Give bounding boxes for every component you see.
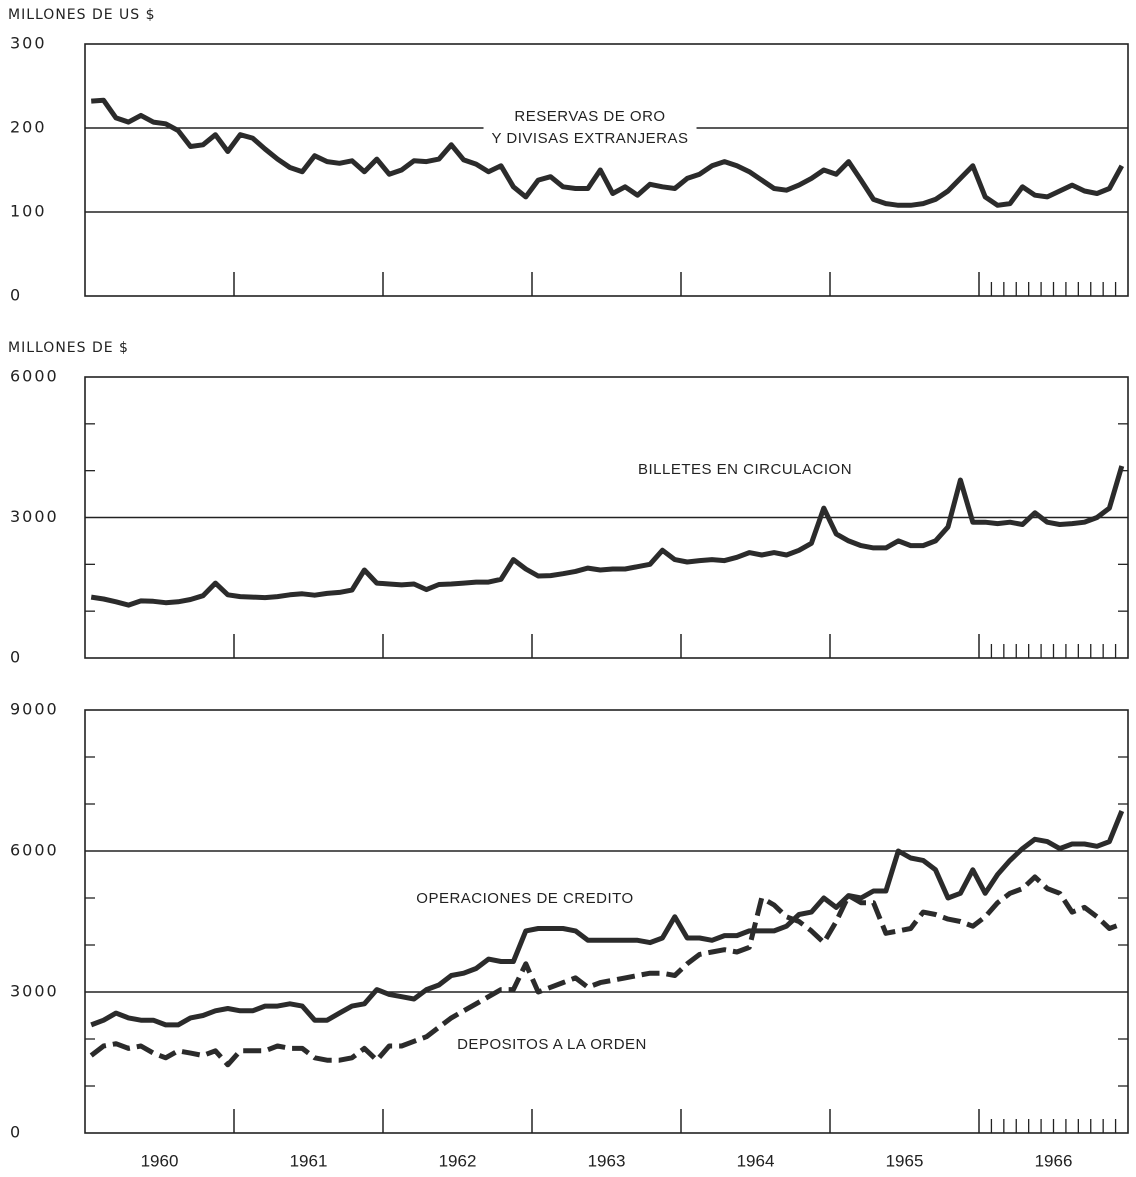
x-tick-label: 1961 <box>290 1151 328 1170</box>
plot-frame <box>84 43 1129 297</box>
series-line <box>89 874 1123 1068</box>
series-line <box>91 97 1124 208</box>
y-tick-label: 0 <box>10 648 22 667</box>
x-tick-label: 1964 <box>737 1151 775 1170</box>
y-axis-label: MILLONES DE US $ <box>8 7 156 23</box>
x-tick-label: 1963 <box>588 1151 626 1170</box>
series-label: BILLETES EN CIRCULACION <box>629 457 861 483</box>
plot-frame <box>84 709 1129 1134</box>
series-line <box>90 465 1125 608</box>
y-tick-label: 100 <box>10 202 47 221</box>
y-tick-label: 3000 <box>10 982 59 1001</box>
x-tick-label: 1962 <box>439 1151 477 1170</box>
x-tick-label: 1965 <box>886 1151 924 1170</box>
x-tick-label: 1960 <box>141 1151 179 1170</box>
y-tick-label: 200 <box>10 118 47 137</box>
y-tick-label: 300 <box>10 34 47 53</box>
y-tick-label: 3000 <box>10 507 59 526</box>
y-tick-label: 6000 <box>10 367 59 386</box>
y-axis-label: MILLONES DE $ <box>8 340 129 356</box>
series-label: DEPOSITOS A LA ORDEN <box>449 1032 655 1058</box>
y-tick-label: 9000 <box>10 700 59 719</box>
y-tick-label: 0 <box>10 286 22 305</box>
series-label: RESERVAS DE ORO Y DIVISAS EXTRANJERAS <box>483 104 697 152</box>
series-line <box>90 810 1125 1028</box>
y-tick-label: 0 <box>10 1123 22 1142</box>
series-label: OPERACIONES DE CREDITO <box>408 886 642 912</box>
y-tick-label: 6000 <box>10 841 59 860</box>
x-tick-label: 1966 <box>1035 1151 1073 1170</box>
